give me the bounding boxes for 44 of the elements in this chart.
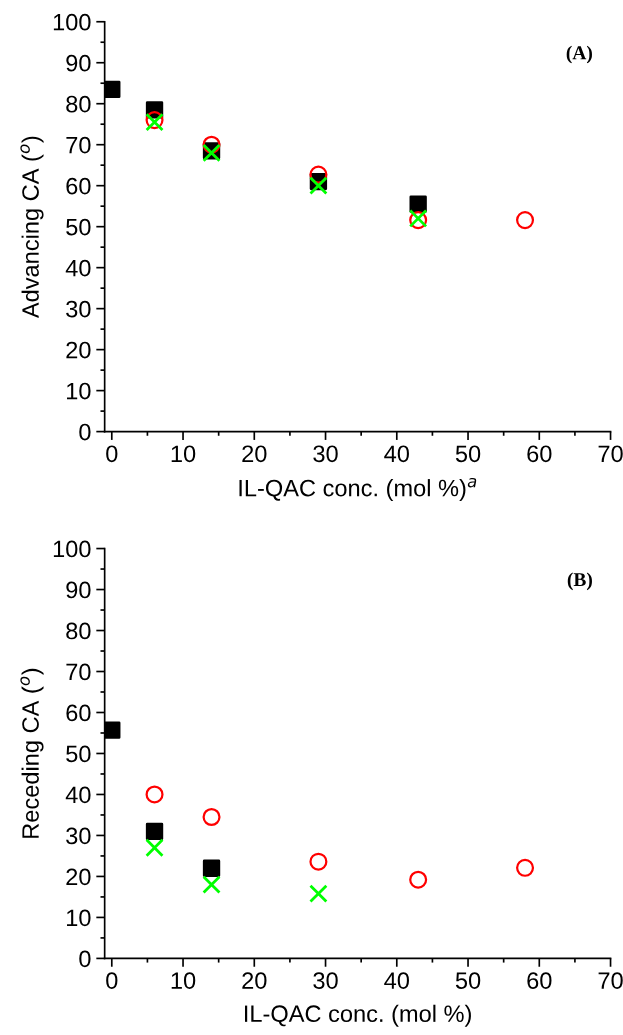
x-tick-label: 0 [106,972,118,989]
x-tick-label: 40 [384,445,409,463]
x-tick-label: 0 [106,445,118,463]
x-tick-label: 30 [313,972,338,989]
x-axis-title: IL-QAC conc. (mol %) [244,1004,471,1027]
y-tick-label: 70 [66,663,91,681]
x-tick-label: 20 [242,972,267,989]
y-tick-label: 90 [66,581,91,599]
x-tick-label: 40 [384,972,409,989]
y-tick-label: 40 [65,786,91,804]
y-tick-label: 60 [66,177,91,195]
annotation: (B) [567,572,592,591]
y-tick-label: 0 [79,423,91,441]
y-axis-title: Receding CA ($^{o}$) [20,668,44,838]
x-axis-title: IL-QAC conc. (mol %)$^{a}$ [239,477,477,502]
annotation: (A) [566,45,592,64]
y-tick-label: 20 [66,341,91,359]
y-tick-label: 60 [66,704,91,722]
y-tick-label: 80 [66,95,91,113]
x-tick-label: 50 [455,972,481,989]
x-tick-label: 10 [171,972,196,989]
y-tick-label: 30 [66,827,91,845]
x-tick-label: 30 [313,445,338,463]
y-axis-title: Advancing CA ($^{o}$) [20,136,44,319]
y-tick-label: 30 [66,300,91,318]
y-tick-label: 80 [66,622,91,640]
x-tick-label: 10 [171,445,196,463]
y-tick-label: 70 [66,136,91,154]
y-tick-label: 10 [67,382,91,400]
y-tick-label: 20 [66,868,91,886]
x-tick-label: 20 [242,445,267,463]
y-tick-label: 100 [53,540,91,558]
x-tick-label: 50 [455,445,481,463]
x-tick-label: 60 [527,972,552,989]
y-tick-label: 0 [79,950,91,968]
y-tick-label: 10 [67,909,91,927]
y-tick-label: 40 [65,259,91,277]
y-tick-label: 50 [66,218,91,236]
y-tick-label: 100 [53,13,91,31]
y-tick-label: 50 [66,745,91,763]
x-tick-label: 60 [527,445,552,463]
x-tick-label: 70 [598,972,623,989]
x-tick-label: 70 [598,445,623,463]
y-tick-label: 90 [66,54,91,72]
